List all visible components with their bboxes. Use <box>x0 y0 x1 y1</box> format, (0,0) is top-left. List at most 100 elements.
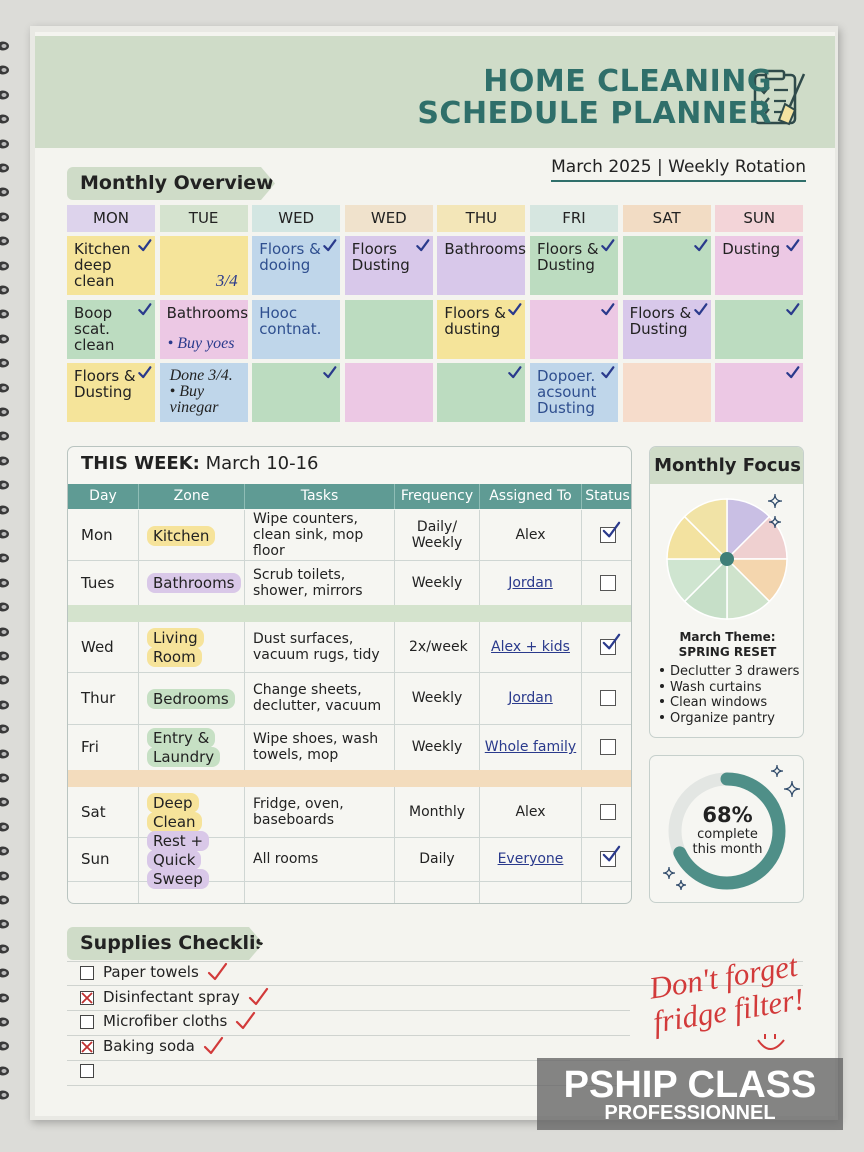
focus-wheel <box>666 493 788 620</box>
assigned: Alex <box>515 804 546 820</box>
check-mark <box>602 521 620 538</box>
overview-cell: 3/4 <box>159 236 248 295</box>
check-stroke <box>508 366 522 379</box>
overview-cell: Kitchen deep clean <box>67 236 155 295</box>
section-tab: Monthly Overview <box>67 167 275 200</box>
rule-line <box>67 1010 630 1011</box>
column-header: Tasks <box>244 484 394 509</box>
ring-hole <box>1 580 7 585</box>
check-stroke <box>601 239 615 252</box>
check-stroke <box>601 302 615 315</box>
rule-line <box>67 961 803 962</box>
ring-hole <box>1 214 7 219</box>
blank-row-divider <box>479 881 480 903</box>
table-cell: Alex + kids <box>479 622 581 672</box>
assigned: Alex <box>515 527 546 543</box>
day-cell: Sun <box>81 850 110 868</box>
header-band <box>35 36 835 148</box>
table-header <box>68 484 631 509</box>
table-cell <box>581 672 633 724</box>
spiral-ring <box>0 773 9 783</box>
focus-item-text: Organize pantry <box>670 710 775 726</box>
assigned: Jordan <box>508 574 553 591</box>
check-mark <box>415 239 430 252</box>
spiral-ring <box>0 700 9 710</box>
day-header: SAT <box>622 205 711 232</box>
table-cell: Jordan <box>479 672 581 724</box>
overview-cell <box>715 299 804 359</box>
blank-row-divider <box>138 881 139 903</box>
sparkle <box>767 493 783 509</box>
frequency: Daily/ Weekly <box>411 519 463 551</box>
spiral-ring <box>0 187 9 197</box>
eyes <box>764 1034 776 1039</box>
day-cell: Wed <box>81 638 114 656</box>
supply-checkbox <box>80 1039 94 1054</box>
rule-line <box>67 1035 630 1036</box>
overview-cell <box>715 363 804 422</box>
zone-wrap: Rest + Quick Sweep <box>147 830 239 889</box>
frequency: Weekly <box>411 574 463 591</box>
check-mark <box>508 366 522 379</box>
table-cell: Alex <box>479 787 581 837</box>
spiral-ring <box>0 993 9 1003</box>
ring-hole <box>1 971 7 976</box>
table-cell: All rooms <box>244 837 394 881</box>
table-cell <box>581 510 633 560</box>
zone-wrap: Bathrooms <box>147 573 241 593</box>
ring-hole <box>1 605 7 610</box>
overview-cell <box>344 299 433 359</box>
column-header: Frequency <box>394 484 479 509</box>
ring-hole <box>1 361 7 366</box>
this-week-title: THIS WEEK: March 10-16 <box>81 453 319 474</box>
row-line <box>68 837 631 838</box>
focus-item-text: Wash curtains <box>670 679 762 695</box>
overview-cell: Bathrooms • Buy yoes <box>159 299 248 359</box>
table-cell: Daily/ Weekly <box>394 510 479 560</box>
row-band <box>68 770 631 787</box>
ring-hole <box>1 483 7 488</box>
overview-cell: Boop scat. clean <box>67 299 155 359</box>
spiral-ring <box>0 309 9 319</box>
progress-value: 68% <box>702 803 753 827</box>
cell-text: Floors Dusting <box>351 240 410 274</box>
spiral-ring <box>0 529 9 539</box>
check-stroke <box>138 366 152 379</box>
spiral-ring <box>0 553 9 563</box>
check-stroke <box>207 962 227 981</box>
title-bold: THIS WEEK: <box>81 453 200 474</box>
subtitle: March 2025 | Weekly Rotation <box>551 157 806 182</box>
table-cell: Deep Clean <box>138 787 244 837</box>
row-line <box>68 672 631 673</box>
table-cell: Living Room <box>138 622 244 672</box>
ring-hole <box>1 727 7 732</box>
table-cell: Everyone <box>479 837 581 881</box>
check-mark <box>138 239 152 252</box>
assigned: Alex + kids <box>491 639 570 655</box>
spiral-ring <box>0 65 9 75</box>
focus-item: Declutter 3 drawers <box>660 664 799 679</box>
spiral-ring <box>0 480 9 490</box>
overview-cell: Floors Dusting <box>344 236 433 295</box>
check-mark <box>602 845 620 862</box>
spiral-ring <box>0 578 9 588</box>
focus-item-text: Declutter 3 drawers <box>670 664 800 679</box>
ring-hole <box>1 458 7 463</box>
cell-text: Done 3/4. • Buy vinegar <box>169 367 233 416</box>
ring-hole <box>1 336 7 341</box>
table-cell <box>581 787 633 837</box>
table-cell: Weekly <box>394 672 479 724</box>
table-cell: Entry & Laundry <box>138 724 244 770</box>
row-line <box>68 724 631 725</box>
ring-hole <box>1 434 7 439</box>
ring-hole <box>1 556 7 561</box>
spiral-ring <box>0 871 9 881</box>
check-mark <box>323 366 337 379</box>
title-dates: March 10-16 <box>205 453 319 474</box>
spiral-ring <box>0 602 9 612</box>
column-header: Zone <box>138 484 244 509</box>
task-text: Wipe counters, clean sink, mop floor <box>253 511 364 559</box>
table-cell: Tues <box>68 560 138 605</box>
supply-checkbox <box>80 1064 94 1079</box>
